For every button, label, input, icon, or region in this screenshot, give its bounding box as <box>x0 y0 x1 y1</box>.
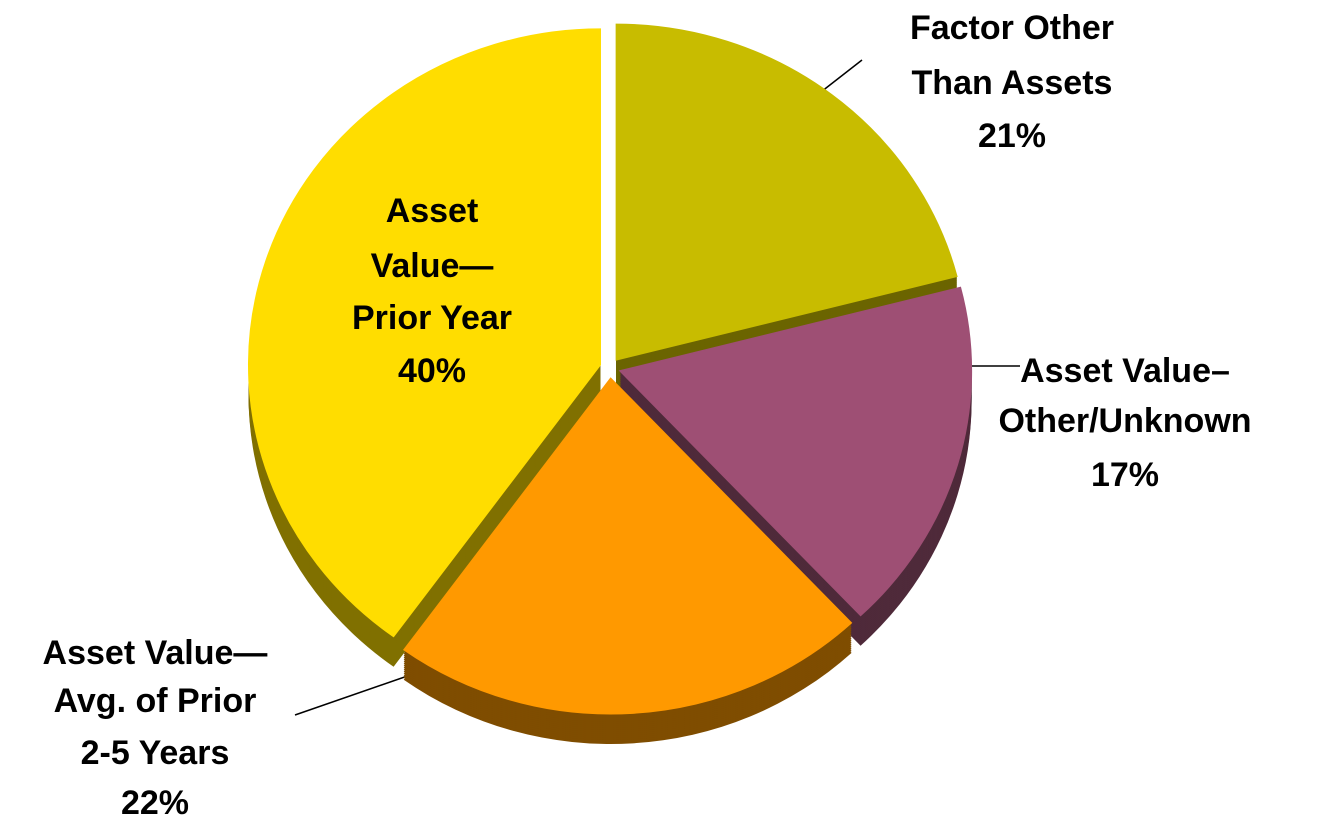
slice-label: Than Assets <box>912 64 1113 102</box>
value-label: 40% <box>398 352 466 390</box>
slice-label: Value— <box>371 247 494 285</box>
slice <box>618 286 973 617</box>
slice-label: Asset Value– <box>1020 352 1230 390</box>
slice-label: 2-5 Years <box>81 734 230 772</box>
slice-label: Other/Unknown <box>998 402 1251 440</box>
value-label: 21% <box>978 117 1046 155</box>
slice-label: Avg. of Prior <box>54 682 257 720</box>
slice-label: Factor Other <box>910 9 1114 47</box>
slice <box>403 377 853 715</box>
slice-label: Asset Value— <box>43 634 268 672</box>
slice <box>615 23 958 361</box>
value-label: 17% <box>1091 456 1159 494</box>
value-label: 22% <box>121 784 189 820</box>
slice <box>248 28 601 638</box>
slice-label: Prior Year <box>352 299 512 337</box>
slice-label: Asset <box>386 192 479 230</box>
